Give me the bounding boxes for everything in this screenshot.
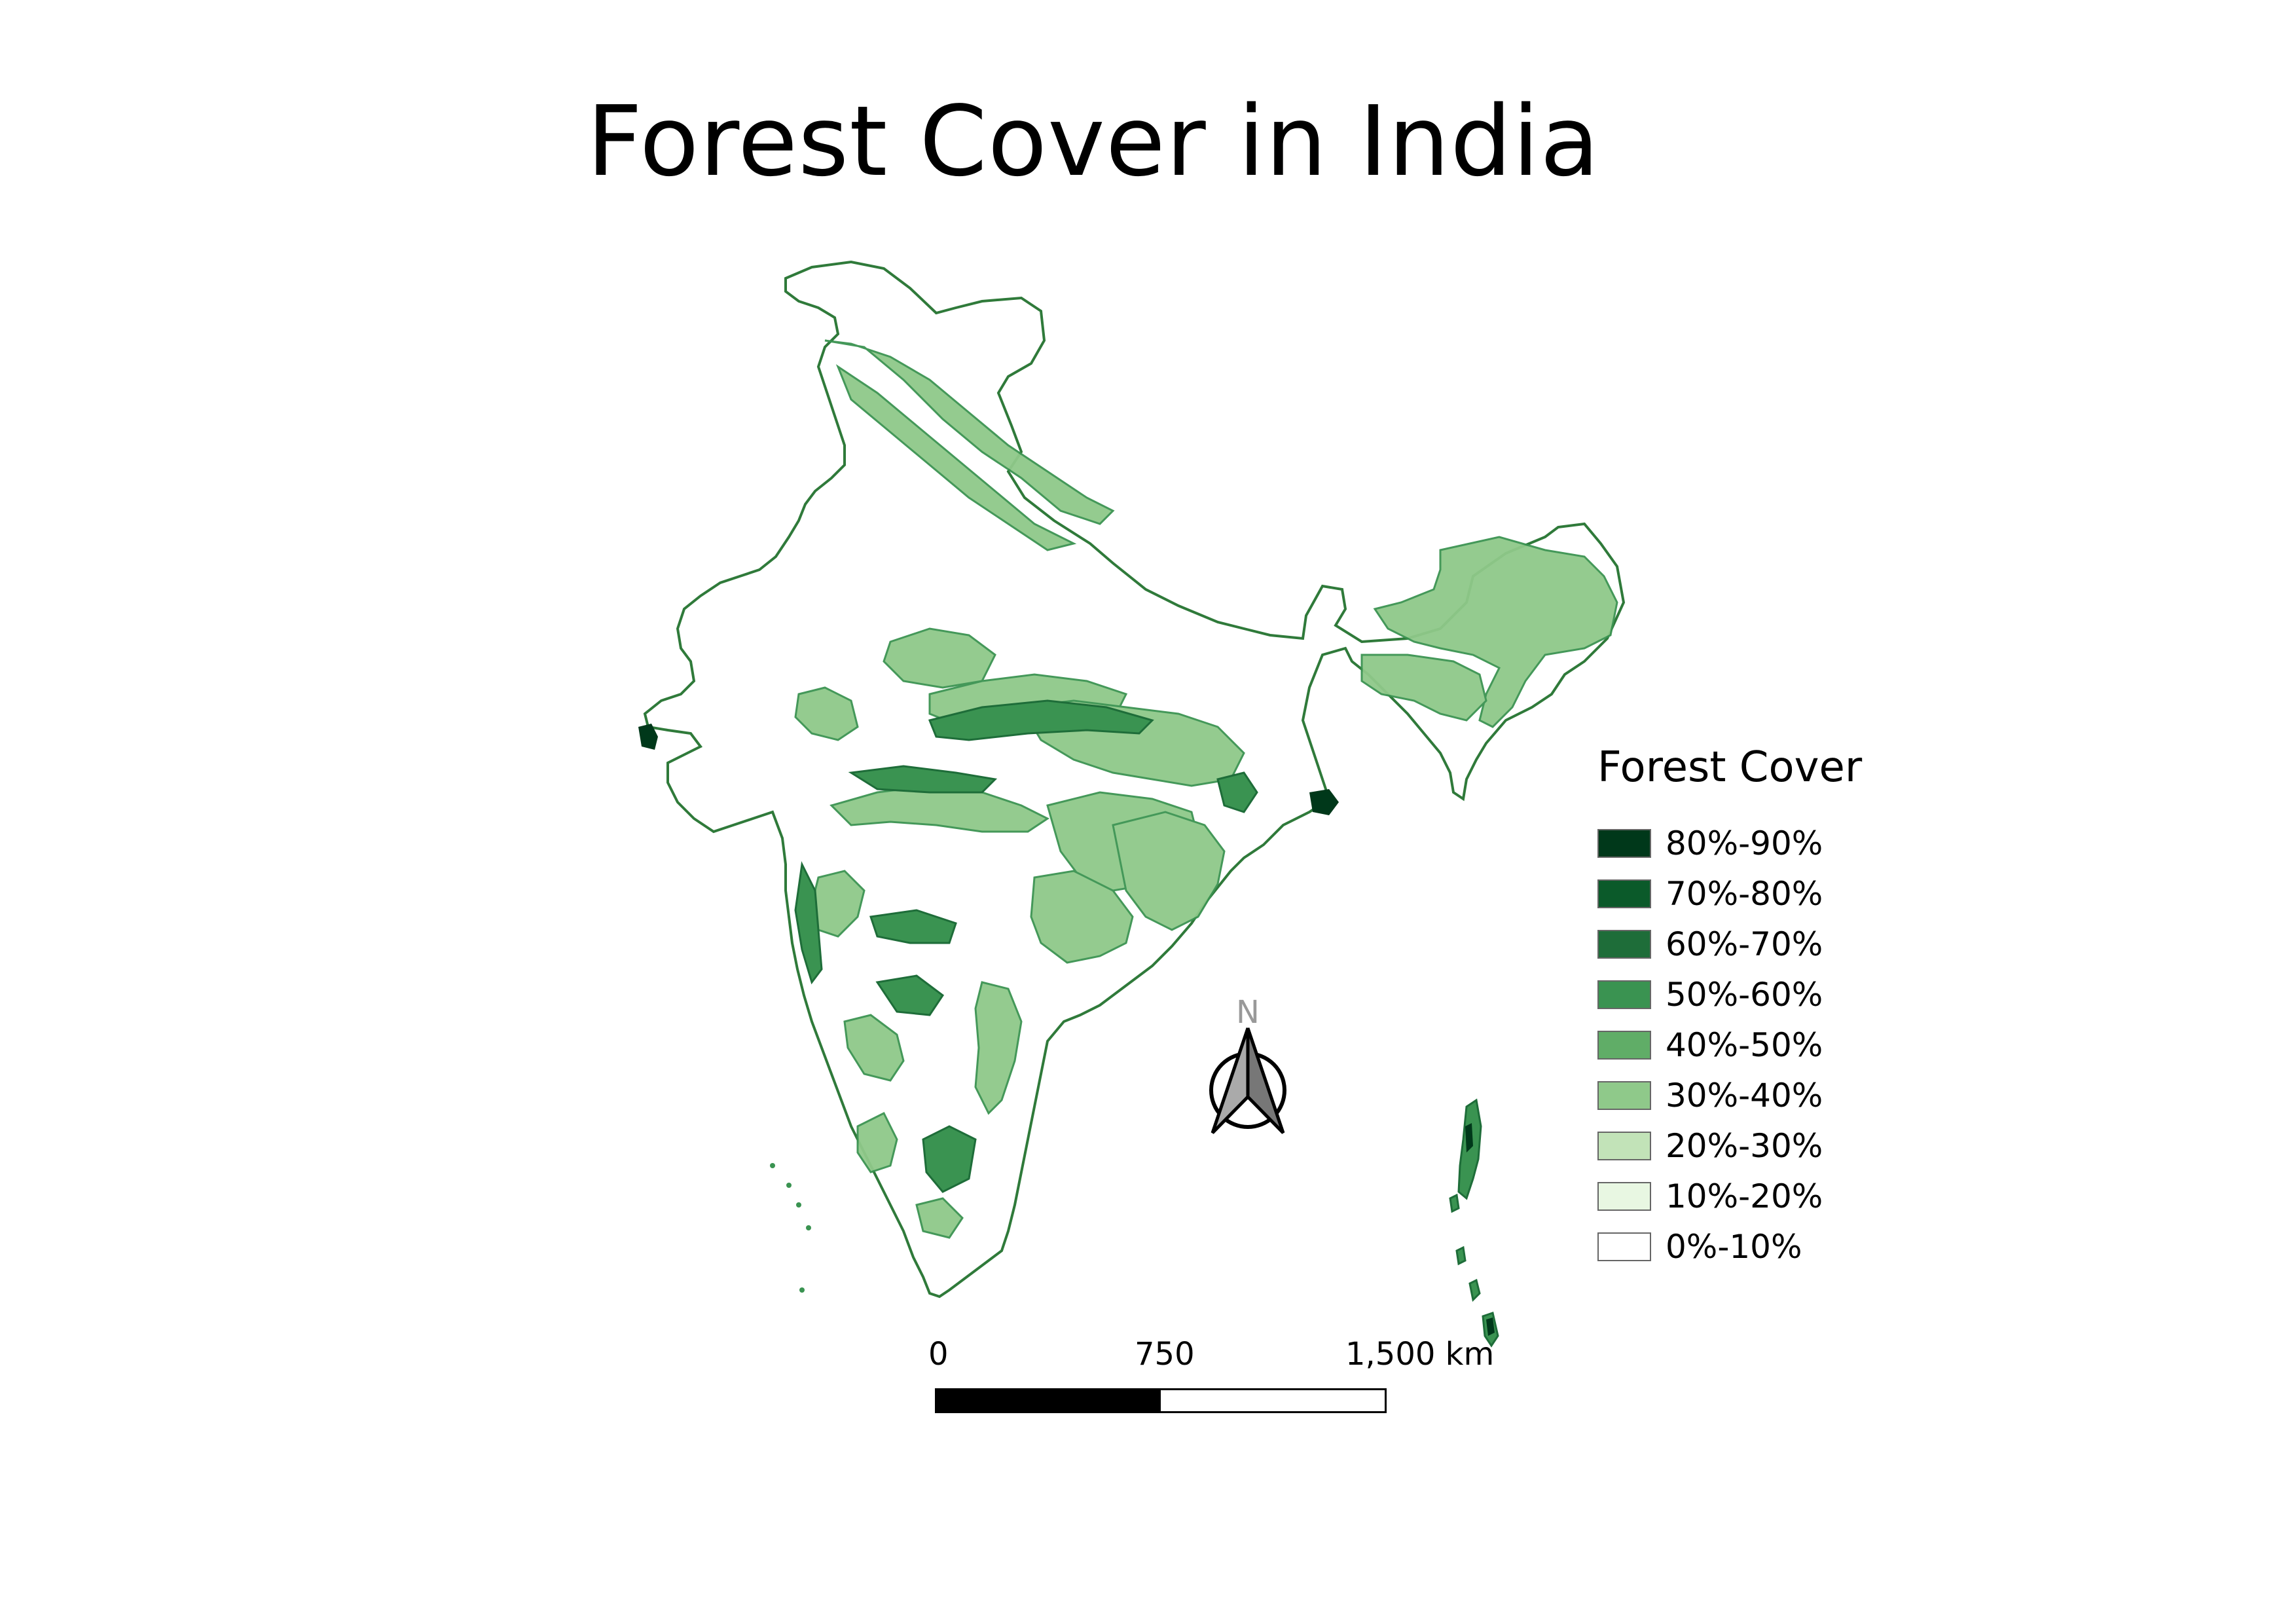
legend-swatch: [1597, 980, 1651, 1009]
legend-swatch: [1597, 828, 1651, 858]
legend-item: 30%-40%: [1597, 1070, 1862, 1120]
legend-label: 30%-40%: [1666, 1076, 1823, 1115]
map-title: Forest Cover in India: [587, 85, 1600, 198]
andaman-islands: [1449, 1098, 1499, 1348]
andaman-dark: [1465, 1123, 1495, 1336]
forest-patches: [794, 339, 1618, 1239]
legend-label: 60%-70%: [1666, 925, 1823, 963]
legend-item: 20%-30%: [1597, 1120, 1862, 1171]
north-arrow: N: [1209, 994, 1286, 1134]
dense-forest-patches: [794, 699, 1258, 1193]
north-arrow-label: N: [1236, 994, 1260, 1031]
legend-swatch: [1597, 1181, 1651, 1211]
scale-label-750: 750: [1135, 1336, 1195, 1373]
scale-bar: [935, 1388, 1387, 1413]
scale-bar-segment-white: [1161, 1390, 1385, 1411]
scale-label-0: 0: [928, 1336, 949, 1373]
scale-bar-segment-black: [937, 1390, 1161, 1411]
legend-label: 20%-30%: [1666, 1126, 1823, 1165]
legend-swatch: [1597, 1080, 1651, 1110]
legend: Forest Cover 80%-90% 70%-80% 60%-70% 50%-60…: [1597, 743, 1862, 1272]
legend-label: 70%-80%: [1666, 874, 1823, 913]
legend-label: 40%-50%: [1666, 1025, 1823, 1064]
legend-item: 80%-90%: [1597, 818, 1862, 868]
legend-title: Forest Cover: [1597, 743, 1863, 792]
legend-item: 10%-20%: [1597, 1171, 1862, 1221]
legend-items: 80%-90% 70%-80% 60%-70% 50%-60% 40%-50% 30%-4…: [1597, 818, 1862, 1272]
legend-item: 50%-60%: [1597, 969, 1862, 1020]
legend-swatch: [1597, 929, 1651, 959]
legend-label: 80%-90%: [1666, 824, 1823, 862]
darkest-forest-patches: [638, 724, 1339, 815]
legend-label: 50%-60%: [1666, 975, 1823, 1014]
legend-swatch: [1597, 1030, 1651, 1060]
scale-label-1500: 1,500 km: [1345, 1336, 1495, 1373]
legend-item: 60%-70%: [1597, 919, 1862, 969]
legend-label: 0%-10%: [1666, 1227, 1802, 1266]
legend-item: 70%-80%: [1597, 868, 1862, 919]
legend-label: 10%-20%: [1666, 1177, 1823, 1215]
legend-swatch: [1597, 1232, 1651, 1261]
legend-item: 0%-10%: [1597, 1221, 1862, 1272]
legend-swatch: [1597, 1131, 1651, 1160]
lakshadweep-islands: [770, 1163, 811, 1293]
legend-item: 40%-50%: [1597, 1020, 1862, 1070]
legend-swatch: [1597, 879, 1651, 908]
